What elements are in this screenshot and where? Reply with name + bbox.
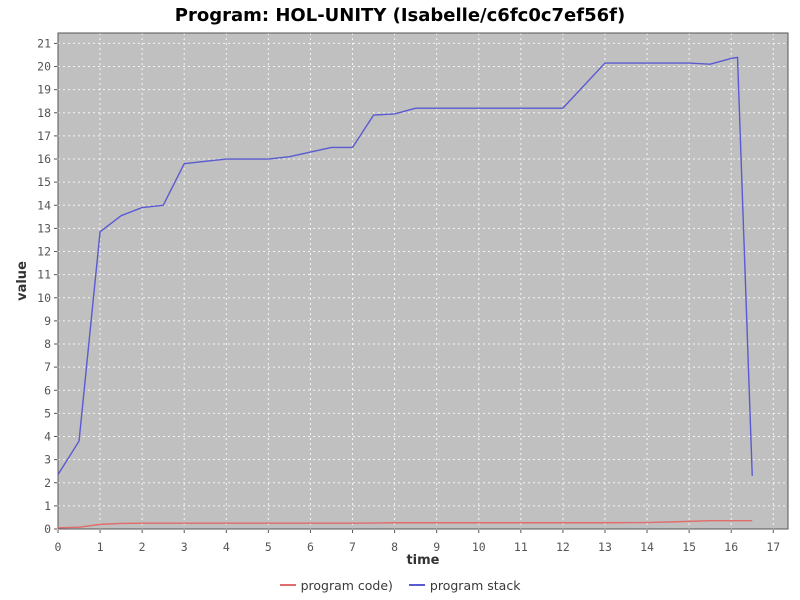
x-tick-label: 8 bbox=[391, 540, 398, 554]
y-tick-label: 16 bbox=[37, 152, 51, 166]
legend: program code) program stack bbox=[0, 575, 800, 595]
y-tick-label: 17 bbox=[37, 129, 51, 143]
blue-line-swatch bbox=[408, 584, 425, 586]
plot-border bbox=[57, 32, 789, 530]
y-tick-label: 9 bbox=[44, 314, 51, 328]
x-tick-label: 14 bbox=[640, 540, 654, 554]
y-tick-label: 15 bbox=[37, 175, 51, 189]
plot-background bbox=[58, 33, 788, 529]
y-tick-label: 3 bbox=[44, 453, 51, 467]
y-tick-label: 5 bbox=[44, 406, 51, 420]
x-axis-label: time bbox=[406, 553, 440, 568]
legend-label: program stack bbox=[429, 577, 521, 593]
y-tick-label: 11 bbox=[37, 268, 51, 282]
x-tick-label: 11 bbox=[514, 540, 528, 554]
x-tick-label: 3 bbox=[181, 540, 188, 554]
x-tick-label: 2 bbox=[139, 540, 146, 554]
x-tick-label: 15 bbox=[682, 540, 696, 554]
program-code-line bbox=[57, 519, 753, 529]
x-tick-label: 9 bbox=[433, 540, 440, 554]
y-tick-label: 1 bbox=[44, 499, 51, 513]
program-stack-line bbox=[57, 56, 753, 476]
y-tick-label: 14 bbox=[37, 198, 51, 212]
legend-label: program code) bbox=[300, 577, 393, 593]
y-tick-label: 18 bbox=[37, 106, 51, 120]
red-line-swatch bbox=[279, 584, 296, 586]
chart-title: Program: HOL-UNITY (Isabelle/c6fc0c7ef56… bbox=[174, 5, 626, 26]
y-tick-label: 20 bbox=[37, 60, 51, 74]
y-tick-label: 13 bbox=[37, 221, 51, 235]
x-tick-label: 16 bbox=[724, 540, 738, 554]
y-tick-label: 4 bbox=[44, 430, 51, 444]
y-tick-label: 7 bbox=[44, 360, 51, 374]
x-tick-label: 0 bbox=[55, 540, 62, 554]
y-axis-label: value bbox=[15, 261, 30, 301]
y-tick-label: 6 bbox=[44, 383, 51, 397]
y-tick-label: 0 bbox=[44, 522, 51, 536]
x-tick-label: 1 bbox=[97, 540, 104, 554]
x-tick-label: 17 bbox=[766, 540, 780, 554]
y-tick-label: 2 bbox=[44, 476, 51, 490]
y-tick-label: 10 bbox=[37, 291, 51, 305]
x-tick-label: 10 bbox=[472, 540, 486, 554]
x-tick-label: 12 bbox=[556, 540, 570, 554]
legend-item-program-code: program code) bbox=[279, 577, 393, 593]
x-tick-label: 6 bbox=[307, 540, 314, 554]
x-tick-label: 7 bbox=[349, 540, 356, 554]
legend-item-program-stack: program stack bbox=[408, 577, 521, 593]
y-tick-label: 19 bbox=[37, 83, 51, 97]
x-tick-label: 4 bbox=[223, 540, 230, 554]
y-tick-label: 12 bbox=[37, 245, 51, 259]
x-tick-label: 5 bbox=[265, 540, 272, 554]
y-tick-label: 8 bbox=[44, 337, 51, 351]
x-tick-label: 13 bbox=[598, 540, 612, 554]
y-tick-label: 21 bbox=[37, 36, 51, 50]
